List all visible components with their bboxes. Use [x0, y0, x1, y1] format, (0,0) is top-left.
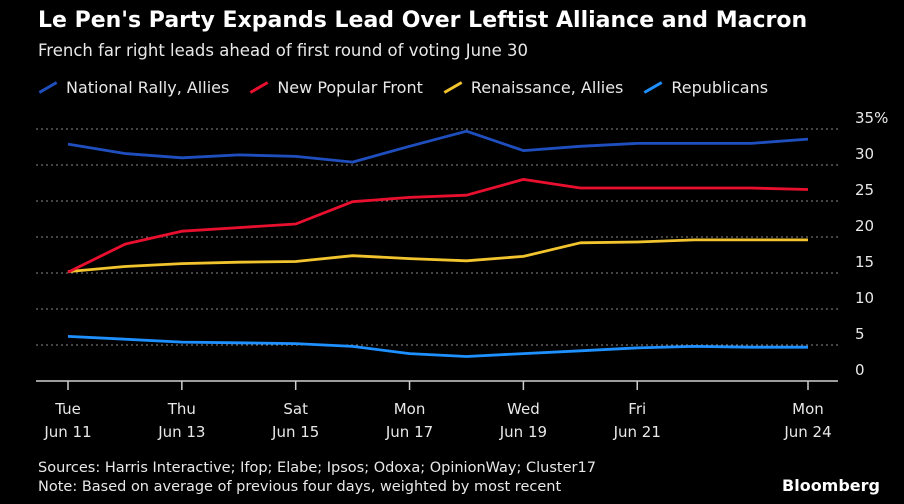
legend-item-renaissance: Renaissance, Allies — [443, 77, 624, 97]
x-tick-label-date: Jun 13 — [157, 423, 205, 441]
legend-item-national-rally: National Rally, Allies — [38, 78, 229, 97]
x-tick-label-date: Jun 24 — [783, 423, 831, 441]
y-tick-label: 25 — [855, 181, 874, 199]
series-line-new-popular-front — [67, 177, 809, 274]
y-tick-label: 0 — [855, 361, 865, 379]
line-chart: 0 5 10 15 20 25 30 35% Tue Jun 11 Thu Jun 13 Sat Jun … — [36, 109, 888, 441]
y-tick-label: 10 — [855, 289, 874, 307]
y-tick-label: 5 — [855, 325, 865, 343]
chart-title: Le Pen's Party Expands Lead Over Leftist… — [38, 8, 808, 33]
legend-label-renaissance: Renaissance, Allies — [470, 77, 624, 97]
legend-label-new-popular-front: New Popular Front — [277, 77, 423, 97]
x-tick-label-day: Tue — [54, 400, 81, 418]
x-tick-label-day: Sat — [283, 400, 308, 418]
legend-label-republicans: Republicans — [671, 77, 769, 97]
legend: National Rally, Allies New Popular Front… — [38, 76, 788, 98]
legend-item-new-popular-front: New Popular Front — [249, 78, 423, 97]
series-line-republicans — [67, 335, 808, 358]
y-tick-label: 15 — [855, 253, 874, 271]
y-tick-label: 30 — [855, 145, 874, 163]
sources-text: Sources: Harris Interactive; Ifop; Elabe… — [38, 460, 596, 476]
y-tick-label: 35% — [855, 109, 888, 127]
x-tick-label-day: Wed — [507, 400, 540, 418]
x-tick-label-date: Jun 19 — [499, 423, 547, 441]
chart-subtitle: French far right leads ahead of first ro… — [38, 41, 528, 60]
x-tick-label-date: Jun 15 — [271, 423, 319, 441]
series-line-renaissance-allies — [67, 238, 808, 273]
legend-label-national-rally: National Rally, Allies — [66, 77, 230, 97]
x-tick-label-day: Thu — [167, 400, 196, 418]
bloomberg-logo: Bloomberg — [782, 476, 880, 495]
x-tick-label-day: Mon — [394, 400, 426, 418]
x-tick-label-date: Jun 17 — [385, 423, 433, 441]
source-note: Sources: Harris Interactive; Ifop; Elabe… — [38, 459, 596, 497]
x-tick-label-date: Jun 11 — [43, 423, 91, 441]
series-line-national-rally-allies — [67, 129, 809, 164]
y-tick-label: 20 — [855, 217, 874, 235]
x-tick-label-day: Mon — [792, 400, 824, 418]
x-tick-label-date: Jun 21 — [613, 423, 661, 441]
note-text: Note: Based on average of previous four … — [38, 479, 562, 495]
legend-item-republicans: Republicans — [643, 78, 768, 97]
x-tick-label-day: Fri — [628, 400, 646, 418]
